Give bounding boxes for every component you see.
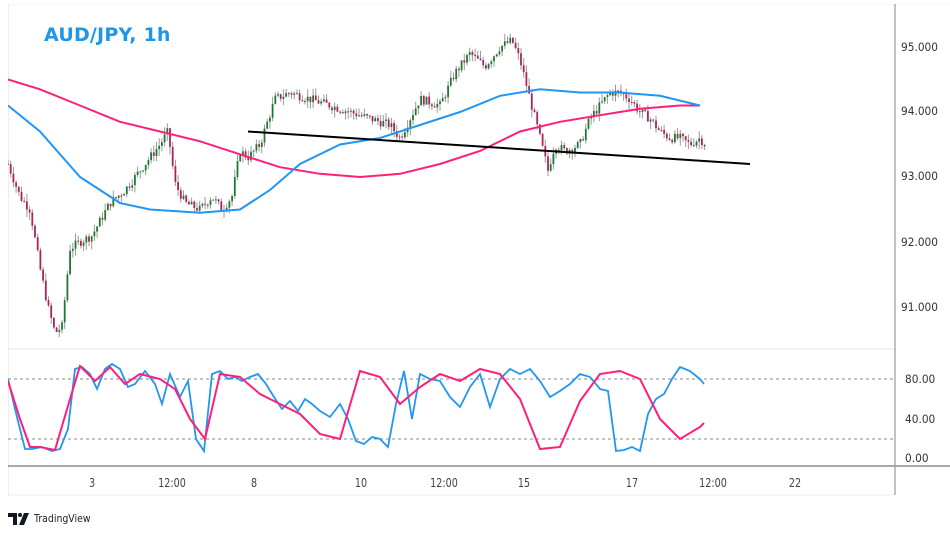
time-label: 8 — [250, 476, 258, 490]
time-label: 12:00 — [158, 476, 186, 490]
tradingview-branding[interactable]: TradingView — [8, 512, 100, 525]
time-label: 22 — [788, 476, 802, 490]
price-label: 91.000 — [901, 300, 939, 314]
stochastic-d-line — [8, 364, 705, 452]
moving-average-pink — [8, 78, 700, 179]
stoch-label: 0.00 — [905, 451, 929, 465]
time-label: 15 — [517, 476, 531, 490]
stoch-label: 80.00 — [905, 372, 936, 386]
candlestick-series — [8, 33, 706, 338]
stoch-label: 40.00 — [905, 412, 936, 426]
price-label: 94.000 — [901, 104, 939, 118]
price-label: 93.000 — [901, 169, 939, 183]
time-label: 10 — [354, 476, 368, 490]
time-label: 12:00 — [699, 476, 727, 490]
time-label: 12:00 — [430, 476, 458, 490]
price-label: 92.000 — [901, 235, 939, 249]
tradingview-logo-text: TradingView — [34, 512, 91, 525]
time-label: 3 — [88, 476, 96, 490]
time-label: 17 — [625, 476, 639, 490]
tradingview-logo-icon — [8, 512, 29, 525]
stochastic-k-line — [8, 362, 705, 454]
chart-title: AUD/JPY, 1h — [44, 24, 171, 46]
chart-canvas[interactable] — [8, 4, 950, 496]
moving-average-blue — [8, 88, 701, 214]
price-label: 95.000 — [901, 40, 939, 54]
trendline[interactable] — [247, 130, 751, 165]
chart-frame: AUD/JPY, 1h 95.000 94.000 93.000 92.000 … — [8, 4, 950, 496]
